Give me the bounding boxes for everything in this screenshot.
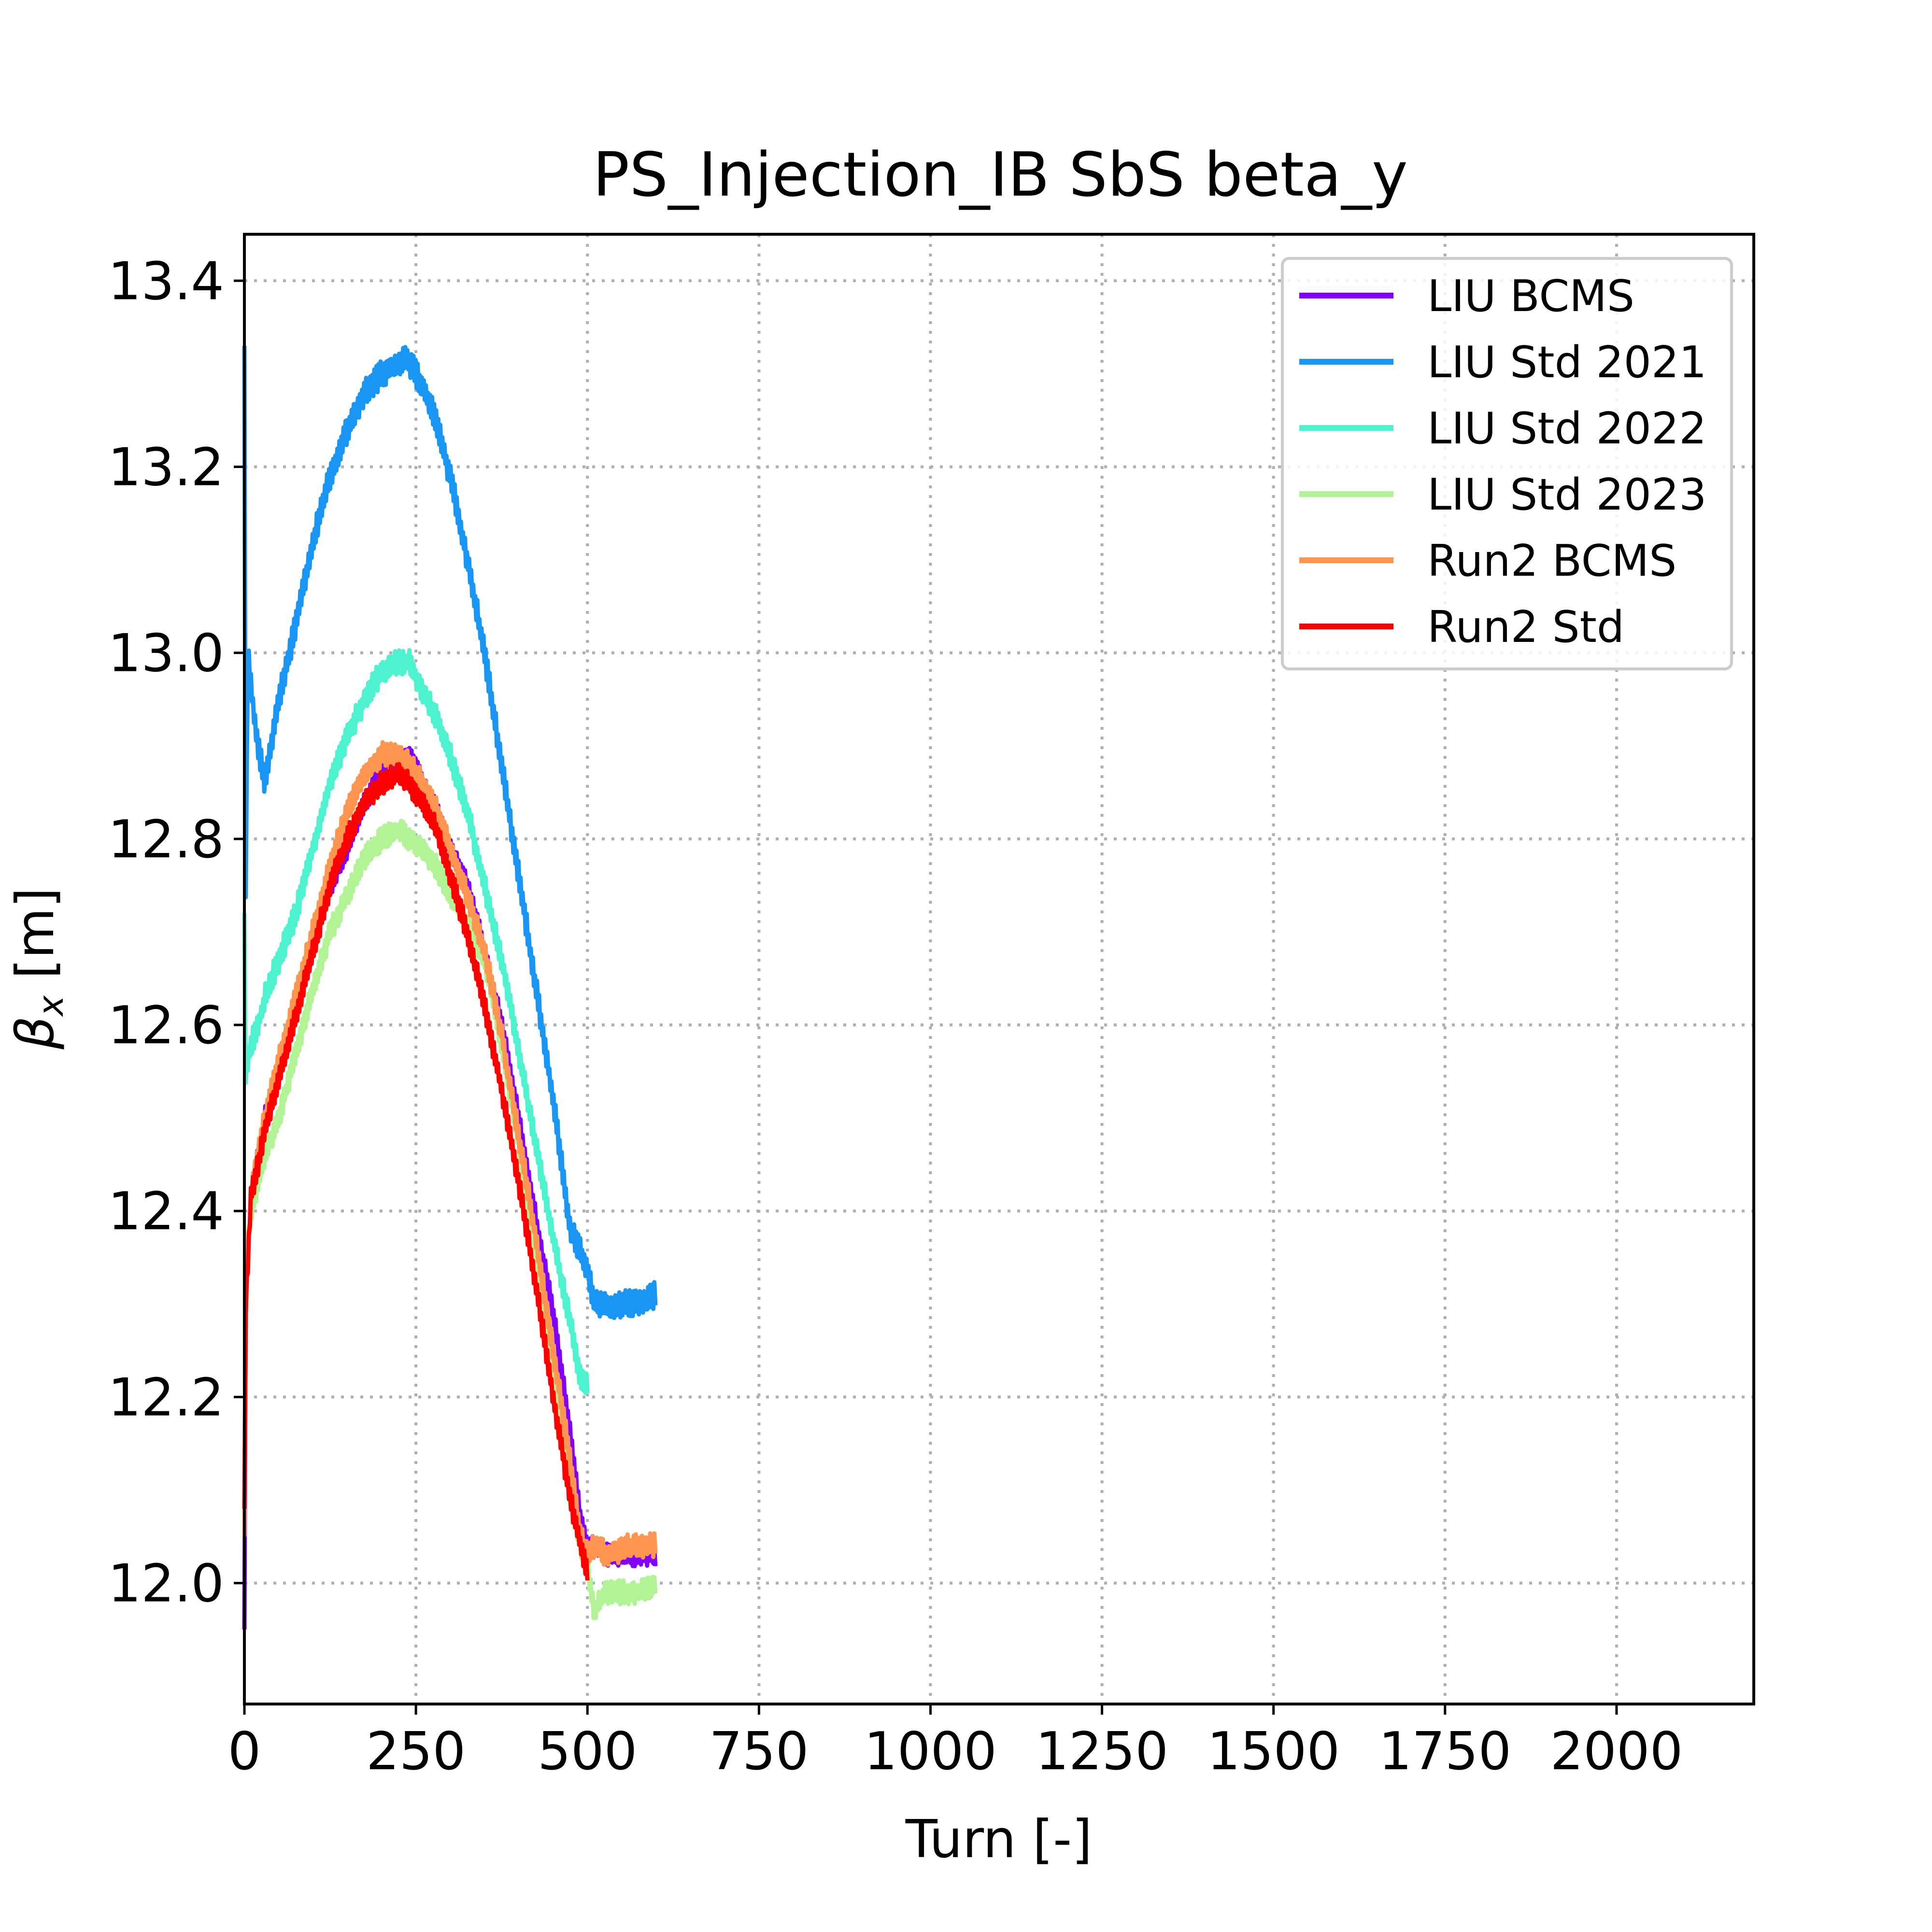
data-point (436, 829, 437, 830)
legend-label: Run2 BCMS (1427, 536, 1676, 586)
data-point (553, 1099, 554, 1100)
legend-label: Run2 Std (1427, 602, 1624, 653)
data-point (501, 1034, 502, 1035)
y-tick-label: 12.8 (108, 810, 224, 870)
data-point (501, 764, 502, 765)
axes-frame (243, 233, 1755, 1705)
series-line (242, 762, 590, 1581)
y-tick-label: 12.6 (108, 995, 224, 1056)
data-point (587, 1266, 588, 1267)
x-axis-label: Turn [-] (905, 1809, 1093, 1870)
x-tick-label: 250 (366, 1721, 466, 1782)
data-point (484, 950, 485, 951)
x-tick-label: 750 (709, 1721, 809, 1782)
series-line (242, 648, 590, 1395)
y-tick-label: 12.4 (108, 1181, 224, 1242)
series-liu-std-2022 (242, 648, 590, 1395)
data-point (347, 429, 348, 430)
data-point (364, 392, 365, 393)
x-tick-label: 2000 (1550, 1721, 1683, 1782)
chart-title: PS_Injection_IB SbS beta_y (593, 139, 1407, 210)
plot-area (242, 345, 658, 1630)
legend-box (1281, 257, 1733, 670)
y-axis-label: βx [m] (5, 887, 71, 1050)
legend-label: LIU Std 2021 (1427, 337, 1706, 388)
x-tick-label: 1000 (864, 1721, 997, 1782)
x-tick-label: 500 (538, 1721, 637, 1782)
data-point (364, 857, 365, 858)
data-point (347, 838, 348, 839)
data-point (553, 1313, 554, 1314)
legend: LIU BCMS LIU Std 2021 LIU Std 2022 LIU Std … (1281, 257, 1733, 670)
data-point (398, 364, 399, 365)
y-axis-label-unit: [m] (5, 887, 66, 995)
series-run2-std (242, 762, 590, 1581)
series-liu-std-2021 (242, 345, 658, 1321)
data-point (251, 1043, 252, 1044)
y-tick-label: 13.2 (108, 437, 224, 497)
data-point (484, 885, 485, 886)
data-point (364, 801, 365, 802)
x-tick-label: 1500 (1207, 1721, 1340, 1782)
x-tick-label: 1250 (1036, 1721, 1168, 1782)
data-point (398, 829, 399, 830)
x-tick-label: 1750 (1378, 1721, 1511, 1782)
data-point (450, 848, 451, 849)
y-axis-label-subscript: x (30, 995, 71, 1017)
x-tick-label: 0 (228, 1721, 261, 1782)
y-axis: 12.0 12.2 12.4 12.6 12.8 13.0 13.2 13.4 (108, 251, 244, 1614)
legend-label: LIU Std 2022 (1427, 403, 1706, 454)
y-tick-label: 12.2 (108, 1367, 224, 1428)
data-point (484, 1006, 485, 1007)
x-axis: 0 250 500 750 1000 1250 1500 1750 2000 (228, 1704, 1683, 1782)
y-tick-label: 13.0 (108, 624, 224, 684)
series-run2-bcms (242, 740, 658, 1567)
series-line (242, 345, 658, 1321)
legend-label: LIU BCMS (1427, 271, 1634, 322)
data-point (553, 1350, 554, 1351)
legend-label: LIU Std 2023 (1427, 469, 1706, 520)
y-tick-label: 12.0 (108, 1554, 224, 1614)
data-point (251, 1192, 252, 1193)
y-axis-label-symbol: β (5, 1016, 66, 1050)
series-line (242, 740, 658, 1567)
y-tick-label: 13.4 (108, 251, 224, 312)
